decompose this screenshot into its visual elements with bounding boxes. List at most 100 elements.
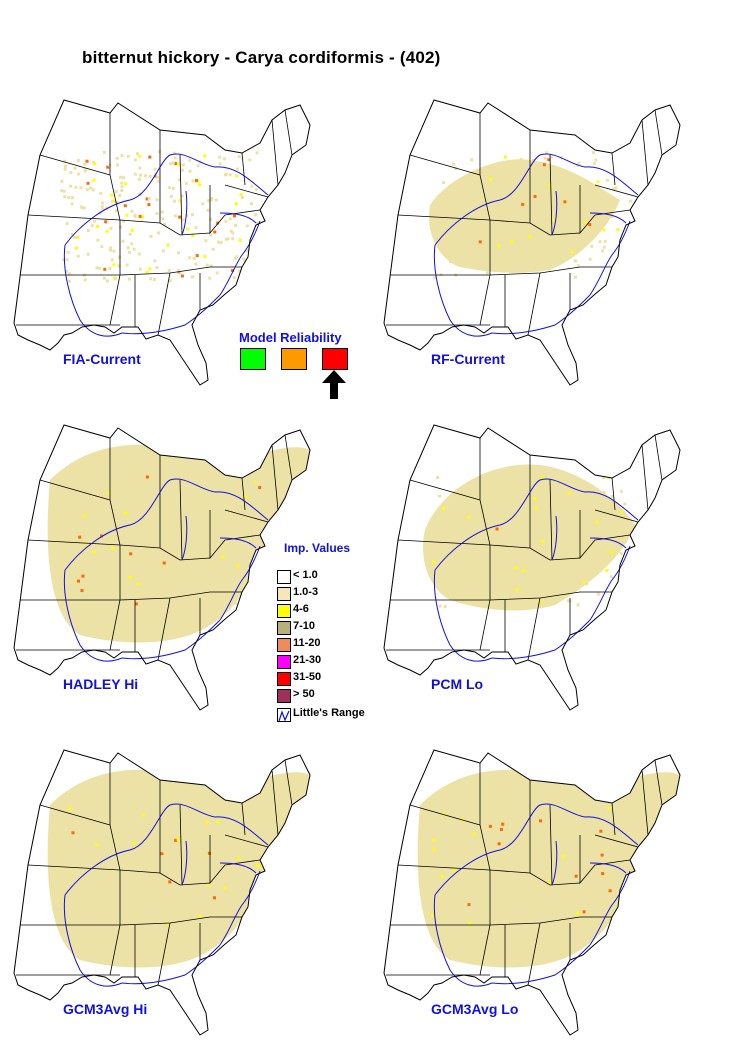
littles-range-line xyxy=(219,862,257,874)
state-boundary xyxy=(27,539,121,546)
state-boundary xyxy=(527,922,541,986)
legend-swatch xyxy=(277,587,291,601)
map-panel xyxy=(380,95,710,395)
state-boundary xyxy=(611,802,616,836)
us-map xyxy=(13,424,311,711)
legend-swatch xyxy=(277,621,291,635)
state-boundary xyxy=(641,444,649,511)
state-boundary xyxy=(209,835,261,885)
littles-range-line xyxy=(551,190,558,236)
state-boundary xyxy=(224,184,269,198)
state-boundary xyxy=(39,154,111,176)
habitat-layer xyxy=(47,444,310,643)
legend-label: Little's Range xyxy=(293,707,365,719)
littles-range-line xyxy=(434,153,639,246)
legend-swatch xyxy=(277,689,291,703)
us-map xyxy=(383,749,681,1036)
littles-range-line xyxy=(64,803,269,896)
us-map xyxy=(383,424,681,711)
legend-swatch xyxy=(277,638,291,652)
state-boundary xyxy=(284,109,293,156)
state-boundary xyxy=(119,869,211,886)
state-boundary xyxy=(157,597,171,661)
legend-label: 1.0-3 xyxy=(293,586,319,598)
state-boundary xyxy=(641,769,649,836)
state-boundary xyxy=(39,804,111,826)
state-boundary xyxy=(27,214,121,221)
littles-range-line xyxy=(589,220,631,296)
state-boundary xyxy=(409,479,481,501)
state-boundary xyxy=(611,477,616,511)
coastline xyxy=(13,749,311,1036)
reliability-green-box xyxy=(240,348,266,370)
littles-range-line xyxy=(551,515,558,561)
state-boundary xyxy=(579,510,631,560)
state-boundary xyxy=(409,804,481,826)
littles-range-line xyxy=(434,478,639,571)
state-boundary xyxy=(241,802,246,836)
littles-range-line xyxy=(589,870,631,946)
littles-range-line xyxy=(589,212,627,224)
littles-range-line xyxy=(219,220,261,296)
map-panel-label: PCM Lo xyxy=(431,676,484,692)
coastline xyxy=(13,99,311,386)
state-boundary xyxy=(579,185,631,235)
legend-label: 31-50 xyxy=(293,671,322,683)
littles-range-line xyxy=(121,619,221,660)
state-boundary xyxy=(284,759,293,806)
model-reliability-title: Model Reliability xyxy=(239,330,342,345)
littles-range-line xyxy=(551,840,558,886)
coastline xyxy=(13,424,311,711)
state-boundary xyxy=(594,184,639,198)
state-boundary xyxy=(119,266,242,276)
state-boundary xyxy=(549,479,553,561)
state-boundary xyxy=(27,864,121,871)
state-boundary xyxy=(579,835,631,885)
state-boundary xyxy=(489,544,581,561)
range-line-icon xyxy=(277,708,291,722)
legend-swatch xyxy=(277,655,291,669)
state-boundary xyxy=(209,185,261,235)
littles-range-line xyxy=(64,153,269,246)
littles-range-line xyxy=(181,840,188,886)
state-boundary xyxy=(157,272,171,336)
littles-range-line xyxy=(219,870,261,946)
state-boundary xyxy=(271,119,279,186)
map-panel xyxy=(380,420,710,720)
map-panel-label: HADLEY Hi xyxy=(63,676,139,692)
littles-range-line xyxy=(434,803,639,896)
habitat-layer xyxy=(417,769,680,968)
littles-range-line xyxy=(219,212,257,224)
legend-label: 21-30 xyxy=(293,654,322,666)
state-boundary xyxy=(119,219,211,236)
littles-range-line xyxy=(491,944,591,985)
state-boundary xyxy=(271,769,279,836)
map-panel xyxy=(10,95,340,395)
littles-range-line xyxy=(589,537,627,549)
map-panel xyxy=(380,745,710,1045)
state-boundary xyxy=(241,152,246,186)
state-boundary xyxy=(119,544,211,561)
littles-range-line xyxy=(219,537,257,549)
state-boundary xyxy=(397,214,491,221)
state-boundary xyxy=(179,804,183,886)
state-boundary xyxy=(654,109,663,156)
coastline xyxy=(383,99,681,386)
map-panel-label: RF-Current xyxy=(431,351,505,367)
littles-range-line xyxy=(433,894,493,987)
state-boundary xyxy=(594,509,639,523)
state-boundary xyxy=(409,154,481,176)
reliability-red-box xyxy=(322,348,348,370)
state-boundary xyxy=(489,219,581,236)
state-boundary xyxy=(549,154,553,236)
state-boundary xyxy=(397,539,491,546)
state-boundary xyxy=(271,444,279,511)
coastline xyxy=(383,749,681,1036)
state-boundary xyxy=(39,479,111,501)
littles-range-line xyxy=(63,244,123,337)
state-boundary xyxy=(641,119,649,186)
us-map xyxy=(13,749,311,1036)
map-panel-label: FIA-Current xyxy=(63,351,141,367)
legend-label: 11-20 xyxy=(293,637,321,649)
state-boundary xyxy=(489,869,581,886)
